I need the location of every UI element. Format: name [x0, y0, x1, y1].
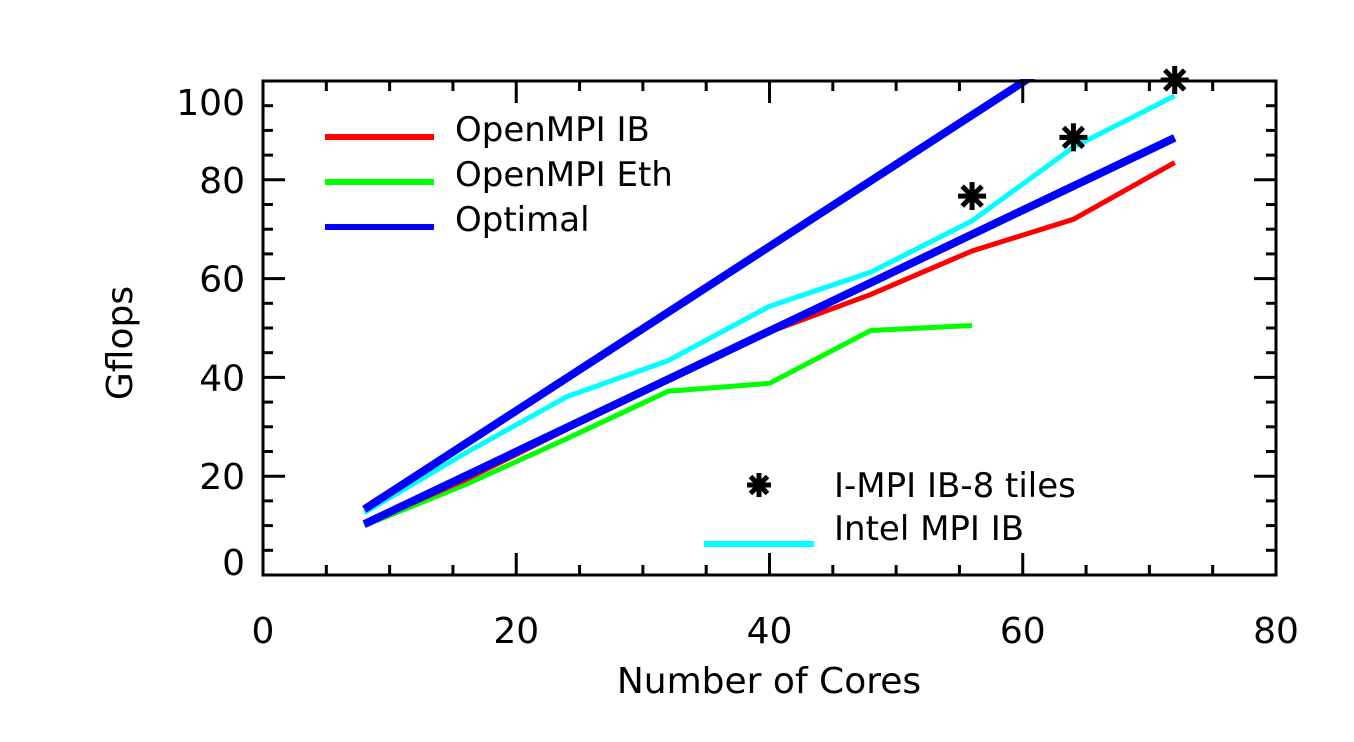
- y-tick-label: 20: [199, 457, 245, 498]
- y-tick-label: 60: [199, 260, 245, 301]
- labels-layer: Number of Cores Gflops: [100, 286, 921, 702]
- x-axis-label: Number of Cores: [617, 661, 921, 702]
- legend-label: OpenMPI IB: [455, 110, 650, 150]
- ticks-layer: 0 20 40 60 80 0 20 40 60 80 100: [176, 81, 1299, 652]
- data-point-i-mpi-ib-8-tiles: [1059, 123, 1088, 152]
- x-tick-label: 60: [1000, 611, 1046, 652]
- asterisk-stroke: [748, 474, 770, 496]
- series-line-optimal: [362, 79, 1036, 513]
- x-tick-label: 0: [252, 611, 275, 652]
- y-tick-label: 100: [176, 83, 245, 124]
- legend-label: I-MPI IB-8 tiles: [834, 466, 1076, 506]
- legend-top-left: OpenMPI IB OpenMPI Eth Optimal: [325, 110, 673, 240]
- series-layer: [362, 79, 1177, 528]
- data-point-i-mpi-ib-8-tiles: [958, 182, 987, 211]
- asterisk-stroke: [1163, 68, 1187, 92]
- legend-asterisk-icon: [747, 473, 771, 497]
- x-tick-label: 20: [493, 611, 539, 652]
- asterisk-stroke: [960, 184, 984, 208]
- data-point-i-mpi-ib-8-tiles: [1160, 66, 1189, 95]
- series-line-openmpi-eth: [363, 323, 973, 528]
- legend-label: Optimal: [455, 200, 590, 240]
- y-tick-label: 80: [199, 161, 245, 202]
- legend-label: Intel MPI IB: [834, 509, 1024, 549]
- legend-label: OpenMPI Eth: [455, 155, 673, 195]
- y-tick-label: 0: [222, 543, 245, 584]
- y-axis-label: Gflops: [100, 286, 141, 400]
- series-line-optimal-openmpi-ib-baseline: [362, 134, 1177, 528]
- asterisk-stroke: [1061, 125, 1086, 149]
- x-tick-label: 40: [747, 611, 793, 652]
- series-line-intel-mpi-ib: [363, 93, 1176, 515]
- x-tick-label: 80: [1253, 611, 1299, 652]
- y-tick-label: 40: [199, 358, 245, 399]
